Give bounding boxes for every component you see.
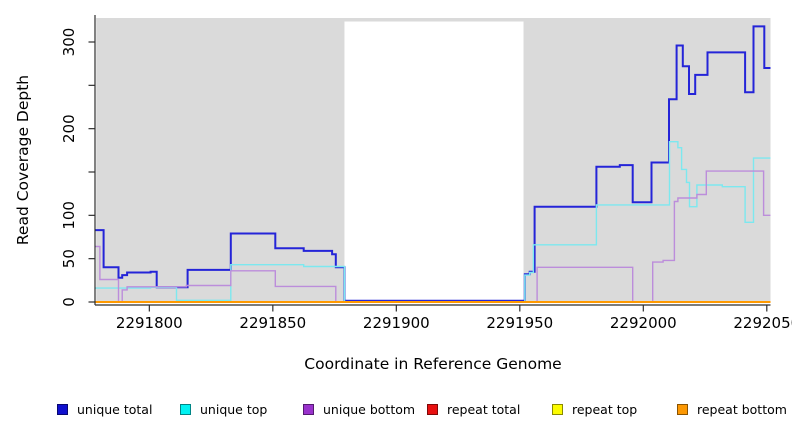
series-line-unique-bottom	[95, 170, 771, 303]
x-tick-label: 2292000	[610, 314, 677, 332]
y-axis-title: Read Coverage Depth	[14, 75, 32, 245]
x-tick-label: 2291850	[239, 314, 306, 332]
series-line-unique-top	[95, 141, 771, 303]
plot-background	[96, 18, 771, 302]
shaded-region-0	[96, 18, 345, 302]
y-tick-label: 0	[60, 297, 78, 307]
y-tick-label: 200	[60, 114, 78, 143]
series-lines	[95, 25, 771, 303]
y-tick-label: 100	[60, 201, 78, 230]
shaded-top-strip	[96, 18, 771, 22]
y-tick-label: 300	[60, 28, 78, 57]
y-tick-label: 50	[60, 249, 78, 268]
axes: 2291800 2291850 2291900 2291950 2292000 22920…	[60, 15, 792, 332]
shaded-region-1	[523, 18, 771, 302]
x-tick-label: 2291950	[486, 314, 553, 332]
x-tick-label: 2291900	[363, 314, 430, 332]
x-tick-label: 2291800	[116, 314, 183, 332]
x-axis-title: Coordinate in Reference Genome	[304, 355, 561, 373]
